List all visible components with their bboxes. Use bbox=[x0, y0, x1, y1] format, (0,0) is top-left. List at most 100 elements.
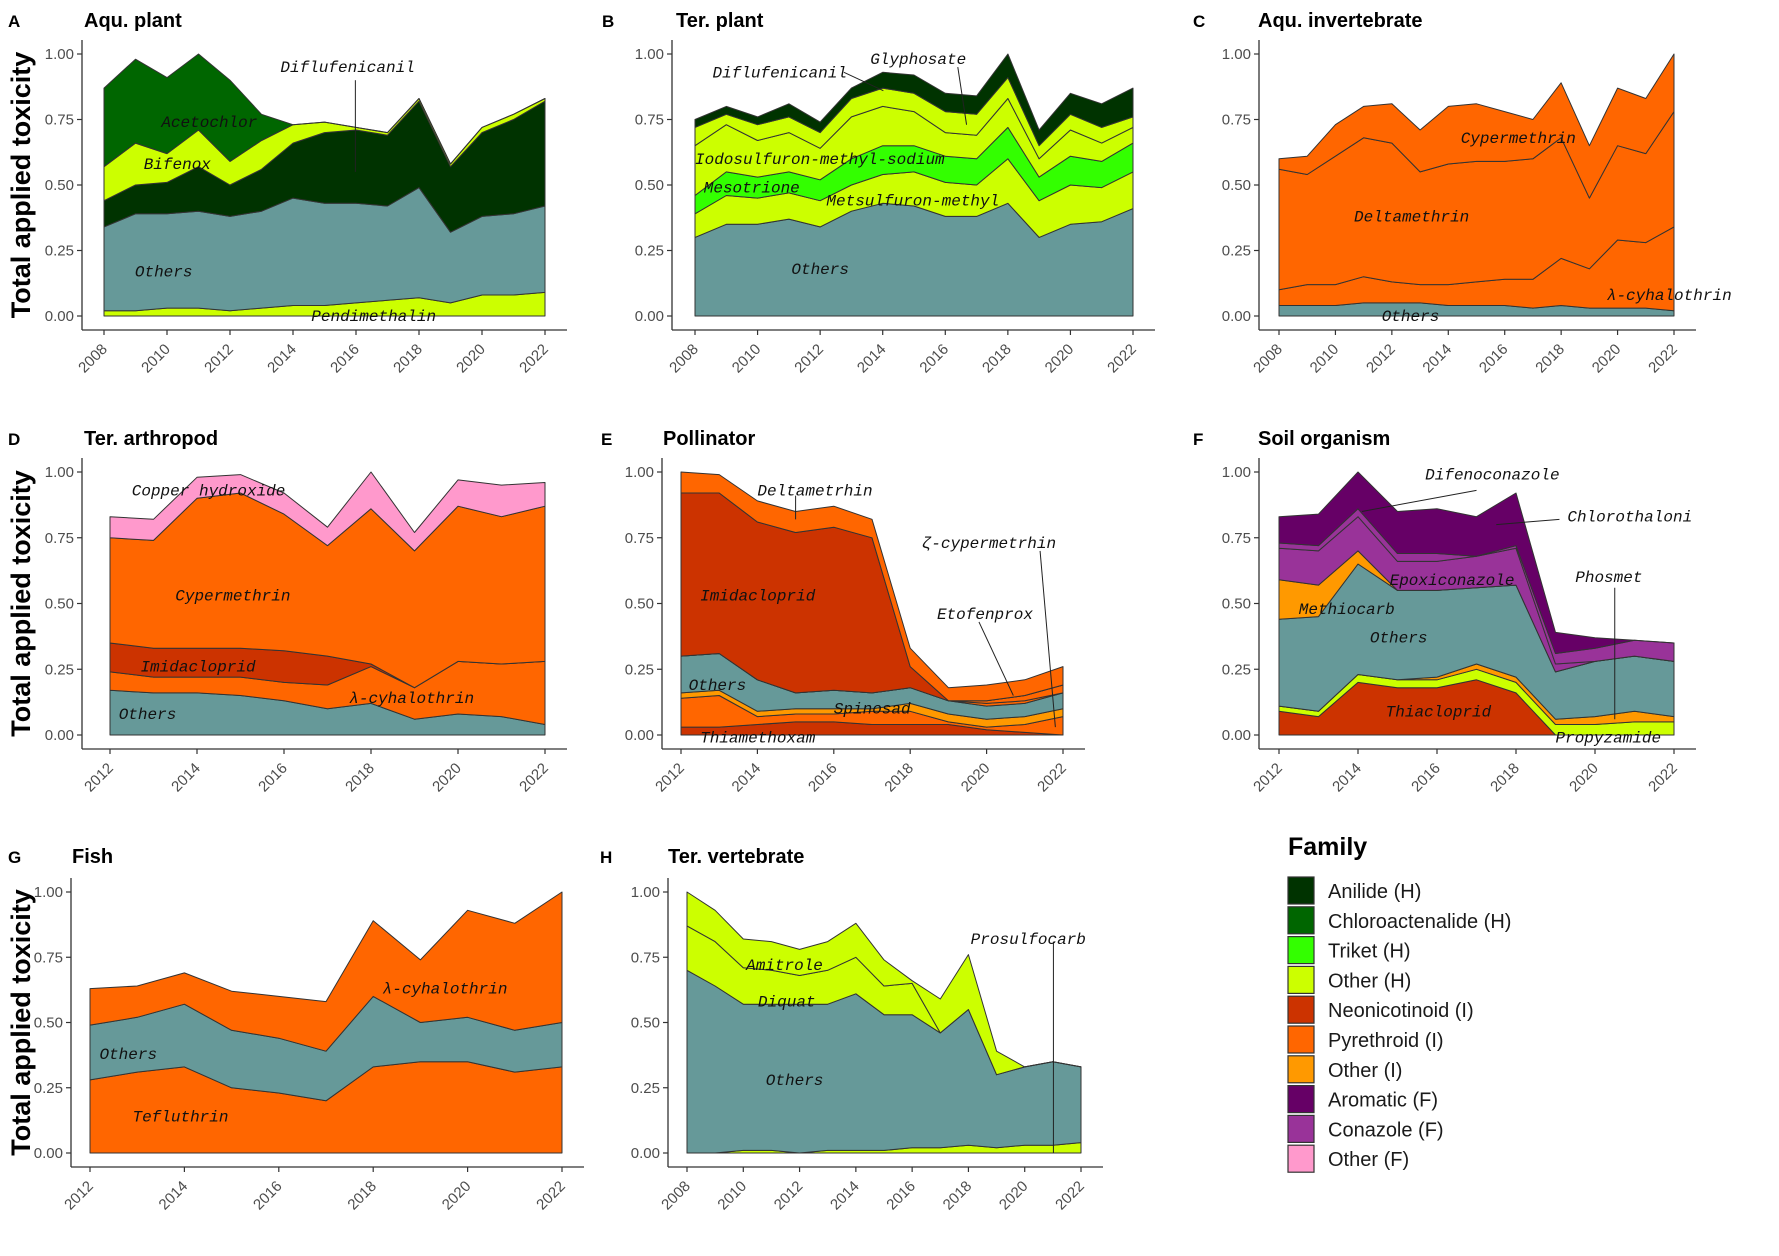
x-tick-label: 2010 bbox=[138, 341, 174, 377]
x-tick-label: 2008 bbox=[75, 341, 111, 377]
series-annotation: Thiamethoxam bbox=[700, 730, 816, 748]
series-annotation: Others bbox=[119, 706, 177, 724]
x-tick-label: 2010 bbox=[729, 341, 765, 377]
x-tick-label: 2012 bbox=[81, 760, 117, 796]
x-tick-label: 2012 bbox=[61, 1178, 97, 1214]
x-tick-label: 2014 bbox=[156, 1178, 192, 1214]
y-tick-label: 1.00 bbox=[625, 464, 654, 481]
series-annotation: Others bbox=[99, 1046, 157, 1064]
x-tick-label: 2014 bbox=[729, 760, 765, 796]
y-tick-label: 1.00 bbox=[1222, 464, 1251, 481]
series-annotation: Mesotrione bbox=[704, 180, 800, 198]
series-annotation: Cypermethrin bbox=[1461, 130, 1576, 148]
series-annotation: Bifenox bbox=[144, 156, 212, 174]
x-tick-label: 2014 bbox=[264, 341, 300, 377]
x-tick-label: 2016 bbox=[255, 760, 291, 796]
area-series--cyhalothrin bbox=[89, 891, 563, 1052]
series-annotation: Imidacloprid bbox=[140, 659, 256, 677]
x-tick-label: 2018 bbox=[344, 1178, 380, 1214]
panel-letter: G bbox=[8, 848, 21, 867]
series-annotation: Epoxiconazole bbox=[1390, 572, 1515, 590]
y-tick-label: 0.25 bbox=[1222, 243, 1251, 260]
legend: Family Anilide (H) Chloroactenalide (H) Tri… bbox=[1287, 833, 1511, 1173]
panel-title: Pollinator bbox=[663, 428, 755, 450]
panel-letter: F bbox=[1193, 430, 1203, 449]
series-annotation: Tefluthrin bbox=[132, 1108, 228, 1126]
legend-swatch bbox=[1287, 935, 1315, 965]
x-tick-label: 2010 bbox=[1307, 341, 1343, 377]
x-tick-label: 2022 bbox=[533, 1178, 569, 1214]
panel-f: F Soil organism 0.00 0.25 0.50 0.75 1.00 2012 20… bbox=[1193, 428, 1696, 795]
panel-c: C Aqu. invertebrate 0.00 0.25 0.50 0.75 1.00 20… bbox=[1193, 10, 1732, 376]
panel-title: Ter. plant bbox=[676, 10, 764, 32]
y-tick-label: 0.00 bbox=[1222, 308, 1251, 325]
legend-item-label: Anilide (H) bbox=[1328, 881, 1421, 903]
y-tick-label: 1.00 bbox=[631, 884, 660, 901]
y-tick-label: 1.00 bbox=[635, 46, 664, 63]
x-tick-label: 2018 bbox=[1487, 760, 1523, 796]
x-tick-label: 2016 bbox=[250, 1178, 286, 1214]
y-tick-label: 1.00 bbox=[34, 884, 63, 901]
panel-letter: D bbox=[8, 430, 20, 449]
panel-letter: H bbox=[600, 848, 612, 867]
series-annotation: Deltamethrin bbox=[1354, 208, 1469, 226]
series-annotation: Chlorothaloni bbox=[1567, 509, 1692, 527]
x-tick-label: 2020 bbox=[1589, 341, 1625, 377]
area-series-deltametrhin bbox=[680, 471, 1064, 702]
panel-letter: C bbox=[1193, 12, 1205, 31]
series-annotation: Others bbox=[1382, 308, 1440, 326]
x-tick-label: 2018 bbox=[979, 341, 1015, 377]
x-tick-label: 2012 bbox=[201, 341, 237, 377]
x-tick-label: 2022 bbox=[516, 760, 552, 796]
y-tick-label: 0.25 bbox=[625, 661, 654, 678]
x-tick-label: 2014 bbox=[827, 1178, 863, 1214]
series-annotation: Others bbox=[689, 677, 747, 695]
y-tick-label: 0.75 bbox=[34, 949, 63, 966]
x-tick-label: 2018 bbox=[390, 341, 426, 377]
x-tick-label: 2014 bbox=[854, 341, 890, 377]
y-tick-label: 0.00 bbox=[1222, 727, 1251, 744]
area-series-amitrole bbox=[686, 891, 1082, 1076]
series-annotation: Iodosulfuron-methyl-sodium bbox=[695, 151, 945, 169]
x-tick-label: 2016 bbox=[805, 760, 841, 796]
x-tick-label: 2014 bbox=[1419, 341, 1455, 377]
series-annotation: Metsulfuron-methyl bbox=[826, 193, 999, 211]
x-tick-label: 2012 bbox=[791, 341, 827, 377]
legend-item-label: Other (I) bbox=[1328, 1060, 1402, 1082]
series-annotation: Pendimethalin bbox=[311, 308, 436, 326]
annotation-leader-line bbox=[1361, 489, 1477, 512]
panel-title: Fish bbox=[72, 846, 113, 868]
legend-item-label: Other (F) bbox=[1328, 1149, 1409, 1171]
legend-item-label: Other (H) bbox=[1328, 970, 1411, 992]
x-tick-label: 2012 bbox=[652, 760, 688, 796]
x-tick-label: 2014 bbox=[1329, 760, 1365, 796]
panel-letter: B bbox=[602, 12, 614, 31]
y-tick-label: 1.00 bbox=[45, 46, 74, 63]
panel-b: B Ter. plant 0.00 0.25 0.50 0.75 1.00 2008 2010 2… bbox=[602, 10, 1155, 376]
x-tick-label: 2020 bbox=[429, 760, 465, 796]
x-tick-label: 2018 bbox=[940, 1178, 976, 1214]
series-annotation: Others bbox=[791, 261, 849, 279]
series-annotation: Copper hydroxide bbox=[132, 482, 286, 500]
y-tick-label: 0.25 bbox=[635, 243, 664, 260]
series-annotation: Phosmet bbox=[1575, 569, 1642, 587]
area-series-diflufenicanil bbox=[694, 53, 1134, 147]
y-tick-label: 0.00 bbox=[34, 1145, 63, 1162]
series-annotation: Etofenprox bbox=[937, 606, 1033, 624]
legend-swatch bbox=[1287, 965, 1315, 995]
annotation-leader-line bbox=[978, 621, 1014, 696]
y-tick-label: 0.25 bbox=[1222, 661, 1251, 678]
series-annotation: Imidacloprid bbox=[700, 588, 816, 606]
legend-swatch bbox=[1287, 1025, 1315, 1054]
x-tick-label: 2020 bbox=[958, 760, 994, 796]
y-tick-label: 0.75 bbox=[635, 112, 664, 129]
annotation-leader-line bbox=[843, 71, 884, 92]
x-tick-label: 2020 bbox=[453, 341, 489, 377]
x-tick-label: 2020 bbox=[1566, 760, 1602, 796]
x-tick-label: 2022 bbox=[1034, 760, 1070, 796]
y-tick-label: 0.50 bbox=[45, 596, 74, 613]
series-annotation: λ-cyhalothrin bbox=[383, 981, 508, 999]
x-tick-label: 2022 bbox=[1645, 760, 1681, 796]
y-tick-label: 0.75 bbox=[45, 112, 74, 129]
legend-swatch bbox=[1287, 1084, 1315, 1114]
